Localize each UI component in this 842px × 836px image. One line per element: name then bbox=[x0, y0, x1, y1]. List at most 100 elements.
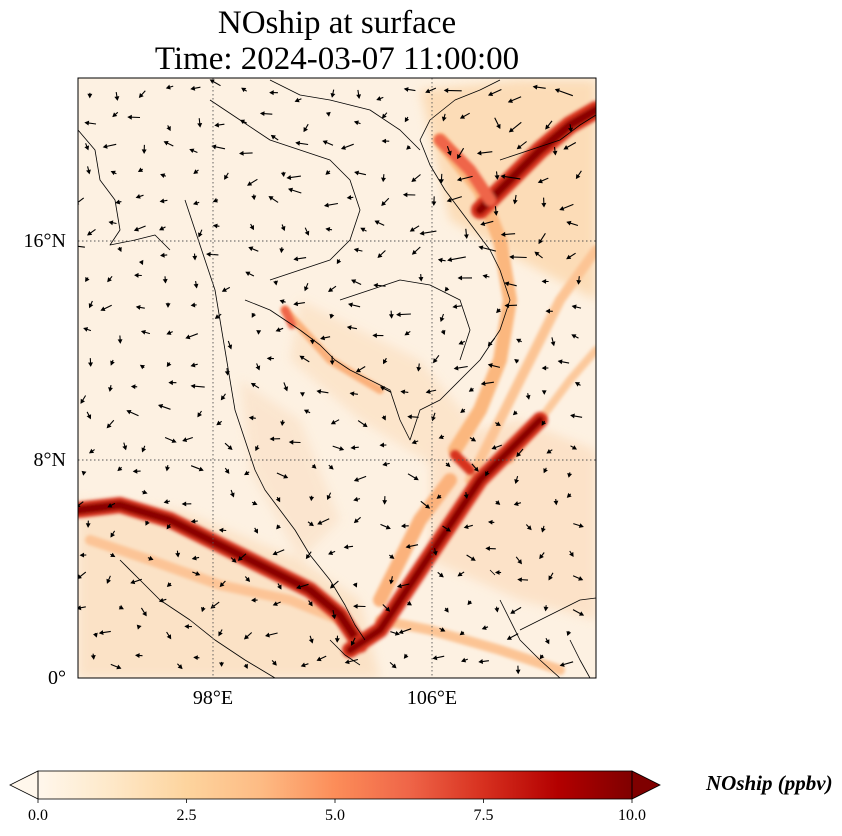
wind-arrow-head bbox=[509, 254, 514, 260]
wind-arrow-head bbox=[470, 556, 476, 561]
wind-arrow-head bbox=[93, 632, 98, 638]
wind-arrow-head bbox=[231, 557, 237, 563]
wind-arrow-head bbox=[452, 304, 458, 309]
wind-vectors bbox=[72, 79, 585, 675]
wind-arrow-head bbox=[90, 655, 96, 660]
wind-arrow-head bbox=[227, 344, 233, 350]
wind-arrow-head bbox=[325, 170, 331, 175]
wind-arrow-head bbox=[425, 389, 431, 394]
wind-arrow-head bbox=[516, 144, 522, 150]
wind-arrow-head bbox=[463, 494, 469, 500]
wind-arrow-head bbox=[245, 576, 251, 582]
wind-arrow-head bbox=[309, 496, 315, 502]
wind-arrow-head bbox=[283, 474, 289, 479]
wind-arrow-head bbox=[447, 257, 453, 262]
wind-arrow-head bbox=[219, 582, 225, 588]
wind-arrow-head bbox=[512, 410, 518, 416]
wind-arrow-head bbox=[444, 607, 449, 613]
wind-arrow-head bbox=[191, 555, 197, 561]
wind-arrow-head bbox=[512, 199, 518, 205]
wind-arrow-head bbox=[130, 579, 136, 585]
wind-arrow-head bbox=[457, 571, 463, 577]
wind-arrow-head bbox=[566, 492, 572, 498]
wind-arrow-head bbox=[346, 195, 352, 200]
wind-arrow-head bbox=[85, 276, 90, 283]
wind-arrow-head bbox=[353, 477, 359, 482]
wind-arrow-head bbox=[425, 88, 431, 94]
map-title: NOship at surface bbox=[217, 5, 457, 41]
wind-arrow-head bbox=[141, 149, 147, 154]
wind-arrow-head bbox=[323, 202, 329, 208]
wind-arrow-head bbox=[72, 244, 75, 247]
wind-arrow-head bbox=[288, 187, 293, 193]
wind-arrow-head bbox=[463, 234, 469, 239]
wind-arrow-head bbox=[539, 553, 544, 560]
wind-arrow-head bbox=[190, 85, 196, 91]
wind-arrow-head bbox=[487, 341, 493, 347]
wind-arrow-head bbox=[193, 200, 198, 206]
wind-arrow-head bbox=[214, 314, 220, 319]
wind-arrow-head bbox=[480, 381, 486, 386]
wind-arrow-head bbox=[193, 655, 198, 661]
wind-arrow-head bbox=[140, 329, 146, 335]
wind-arrow-head bbox=[491, 445, 497, 450]
wind-arrow-head bbox=[138, 259, 144, 266]
wind-arrow-head bbox=[328, 464, 334, 470]
wind-arrow-head bbox=[197, 412, 202, 418]
wind-arrow-head bbox=[382, 461, 388, 467]
wind-arrow-head bbox=[495, 421, 501, 426]
wind-arrow-head bbox=[517, 559, 522, 565]
wind-arrow-head bbox=[559, 662, 565, 667]
wind-arrow-head bbox=[275, 327, 281, 332]
wind-arrow-head bbox=[270, 134, 276, 140]
wind-arrow-head bbox=[116, 664, 122, 670]
wind-arrow-head bbox=[251, 195, 257, 201]
wind-arrow-head bbox=[219, 662, 225, 667]
wind-arrow-head bbox=[510, 609, 516, 614]
wind-arrow-head bbox=[494, 175, 500, 180]
wind-arrow-head bbox=[329, 360, 335, 366]
wind-arrow-head bbox=[320, 335, 326, 341]
wind-arrow-head bbox=[381, 201, 387, 207]
wind-arrow-head bbox=[83, 327, 89, 332]
wind-arrow-head bbox=[247, 181, 253, 186]
wind-arrow-head bbox=[224, 174, 229, 180]
wind-arrow-head bbox=[339, 446, 345, 451]
wind-arrow-head bbox=[445, 462, 451, 468]
wind-arrow-head bbox=[184, 624, 189, 629]
wind-arrow-head bbox=[145, 520, 150, 526]
wind-arrow-head bbox=[279, 299, 285, 305]
wind-arrow-head bbox=[538, 238, 543, 245]
wind-arrow-head bbox=[248, 415, 254, 421]
wind-arrow-head bbox=[439, 316, 445, 322]
wind-arrow-head bbox=[440, 329, 446, 336]
wind-arrow-head bbox=[571, 445, 577, 450]
lat-label-16n: 16°N bbox=[23, 230, 66, 252]
wind-arrow-head bbox=[495, 500, 501, 505]
wind-arrow-head bbox=[467, 600, 473, 606]
wind-arrow-head bbox=[309, 339, 315, 345]
wind-arrow-head bbox=[548, 575, 553, 581]
noship-field bbox=[72, 78, 596, 678]
wind-arrow-head bbox=[353, 603, 358, 609]
wind-arrow-head bbox=[379, 386, 386, 391]
wind-arrow-head bbox=[494, 607, 500, 613]
wind-arrow-head bbox=[255, 365, 261, 371]
wind-arrow-head bbox=[571, 334, 577, 339]
wind-arrow-head bbox=[212, 197, 218, 203]
wind-arrow-head bbox=[514, 479, 520, 484]
wind-arrow-head bbox=[163, 499, 169, 504]
wind-arrow-head bbox=[541, 390, 547, 395]
wind-arrow-head bbox=[396, 312, 401, 318]
wind-arrow-head bbox=[459, 114, 466, 119]
wind-arrow-head bbox=[487, 91, 494, 97]
wind-arrow-head bbox=[308, 521, 314, 527]
wind-arrow-head bbox=[84, 120, 90, 126]
wind-arrow-head bbox=[546, 449, 552, 454]
wind-arrow-head bbox=[431, 201, 437, 206]
wind-arrow-head bbox=[81, 470, 87, 476]
wind-arrow-head bbox=[165, 303, 171, 308]
wind-arrow-head bbox=[566, 220, 572, 226]
wind-arrow-head bbox=[84, 145, 90, 151]
wind-arrow-head bbox=[381, 177, 386, 183]
